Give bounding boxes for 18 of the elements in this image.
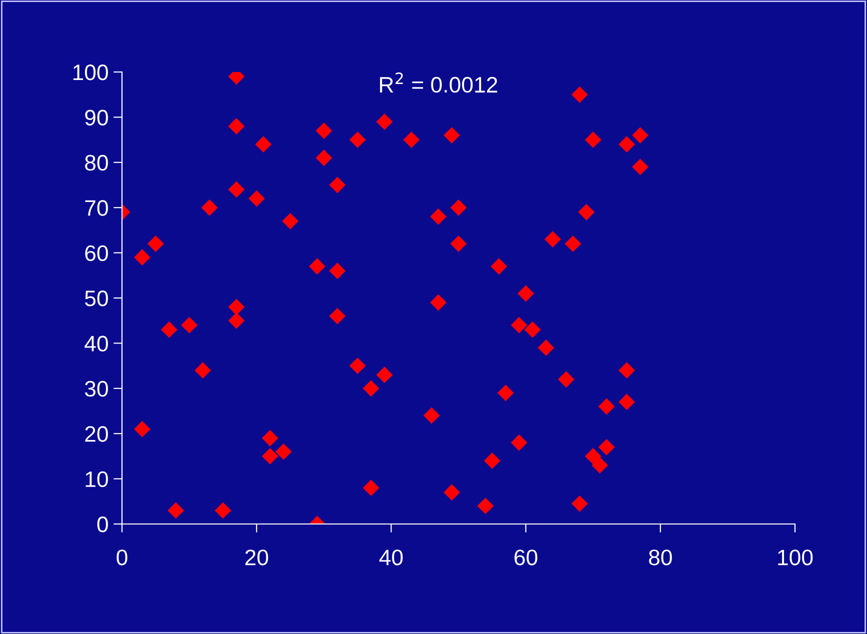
y-tick-label: 60 bbox=[85, 245, 108, 262]
y-tick-label: 50 bbox=[84, 290, 108, 306]
x-tick-label: 100 bbox=[778, 550, 813, 566]
y-tick-label: 40 bbox=[84, 336, 108, 352]
y-tick-label: 10 bbox=[86, 471, 108, 488]
x-tick-label: 0 bbox=[116, 550, 128, 566]
y-tick-label: 100 bbox=[73, 64, 108, 80]
x-tick-label: 20 bbox=[245, 550, 268, 566]
annotation: R$^{2}$ = 0.0012 bbox=[380, 72, 498, 93]
y-tick-label: 90 bbox=[85, 110, 108, 126]
x-tick-label: 80 bbox=[649, 550, 672, 566]
y-tick-label: 0 bbox=[97, 516, 108, 532]
x-tick-label: 40 bbox=[379, 550, 403, 566]
x-tick-label: 60 bbox=[514, 550, 538, 566]
y-tick-label: 20 bbox=[85, 426, 108, 442]
y-tick-label: 70 bbox=[85, 200, 108, 216]
y-tick-label: 80 bbox=[85, 154, 108, 171]
y-tick-label: 30 bbox=[84, 380, 108, 397]
